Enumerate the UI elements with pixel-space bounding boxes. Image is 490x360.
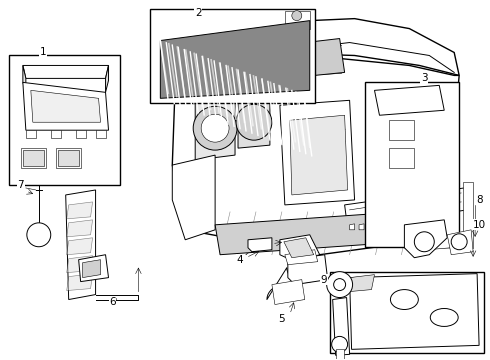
Polygon shape	[463, 182, 473, 248]
Polygon shape	[175, 19, 459, 95]
Polygon shape	[406, 224, 412, 230]
Polygon shape	[397, 224, 402, 230]
Circle shape	[327, 272, 353, 298]
Polygon shape	[425, 224, 430, 230]
Polygon shape	[444, 224, 449, 230]
Text: 3: 3	[421, 73, 428, 84]
Polygon shape	[447, 230, 473, 255]
Circle shape	[415, 232, 434, 252]
Bar	[365, 82, 459, 247]
Polygon shape	[290, 115, 347, 195]
Polygon shape	[160, 21, 310, 98]
Polygon shape	[172, 155, 215, 240]
Polygon shape	[280, 235, 319, 262]
Circle shape	[193, 106, 237, 150]
Text: 10: 10	[472, 220, 486, 230]
Bar	[330, 272, 484, 353]
Polygon shape	[172, 55, 459, 255]
Bar	[150, 9, 315, 103]
Polygon shape	[368, 224, 373, 230]
Text: 2: 2	[195, 8, 201, 18]
Text: 9: 9	[320, 275, 327, 285]
Polygon shape	[21, 148, 46, 168]
Polygon shape	[359, 224, 364, 230]
Polygon shape	[454, 224, 459, 230]
Polygon shape	[349, 224, 355, 230]
Polygon shape	[26, 130, 36, 138]
Polygon shape	[83, 260, 100, 278]
Polygon shape	[31, 90, 100, 122]
Text: 1: 1	[40, 48, 46, 58]
Polygon shape	[23, 66, 108, 78]
Polygon shape	[427, 235, 454, 250]
Polygon shape	[195, 95, 235, 160]
Polygon shape	[280, 39, 344, 78]
Polygon shape	[51, 130, 61, 138]
Polygon shape	[406, 110, 422, 120]
Circle shape	[201, 114, 229, 142]
Text: 6: 6	[109, 297, 116, 306]
Polygon shape	[96, 130, 105, 138]
Text: 8: 8	[476, 195, 483, 205]
Polygon shape	[280, 100, 355, 205]
Circle shape	[332, 336, 347, 352]
Polygon shape	[75, 130, 86, 138]
Ellipse shape	[391, 289, 418, 310]
Polygon shape	[284, 238, 314, 258]
Polygon shape	[416, 224, 421, 230]
Circle shape	[334, 279, 345, 291]
Polygon shape	[378, 224, 383, 230]
Text: 7: 7	[18, 180, 24, 190]
Circle shape	[451, 234, 467, 250]
Polygon shape	[78, 255, 108, 282]
Polygon shape	[349, 275, 374, 292]
Polygon shape	[333, 298, 349, 355]
Polygon shape	[285, 250, 318, 265]
Polygon shape	[367, 100, 383, 110]
Polygon shape	[374, 85, 444, 115]
Polygon shape	[23, 66, 26, 92]
Polygon shape	[67, 274, 93, 291]
Polygon shape	[105, 66, 108, 92]
Text: 5: 5	[278, 314, 285, 324]
Polygon shape	[288, 255, 328, 285]
Circle shape	[236, 104, 272, 140]
Polygon shape	[344, 188, 467, 228]
Polygon shape	[215, 210, 434, 255]
Polygon shape	[336, 349, 343, 359]
Polygon shape	[272, 280, 305, 305]
Polygon shape	[58, 150, 78, 166]
Polygon shape	[67, 220, 93, 237]
Polygon shape	[404, 220, 447, 258]
Polygon shape	[67, 202, 93, 219]
Polygon shape	[285, 11, 310, 28]
Polygon shape	[349, 274, 479, 349]
Polygon shape	[67, 238, 93, 255]
Bar	[9, 55, 121, 185]
Polygon shape	[23, 82, 108, 130]
Polygon shape	[390, 120, 415, 140]
Polygon shape	[238, 95, 270, 148]
Polygon shape	[388, 224, 392, 230]
Circle shape	[292, 11, 302, 21]
Polygon shape	[67, 256, 93, 273]
Polygon shape	[23, 150, 44, 166]
Polygon shape	[387, 105, 402, 115]
Circle shape	[27, 223, 51, 247]
Polygon shape	[390, 148, 415, 168]
Polygon shape	[435, 224, 440, 230]
Polygon shape	[66, 190, 96, 300]
Polygon shape	[56, 148, 81, 168]
Ellipse shape	[430, 309, 458, 327]
Text: 4: 4	[237, 255, 244, 265]
Polygon shape	[248, 238, 272, 252]
